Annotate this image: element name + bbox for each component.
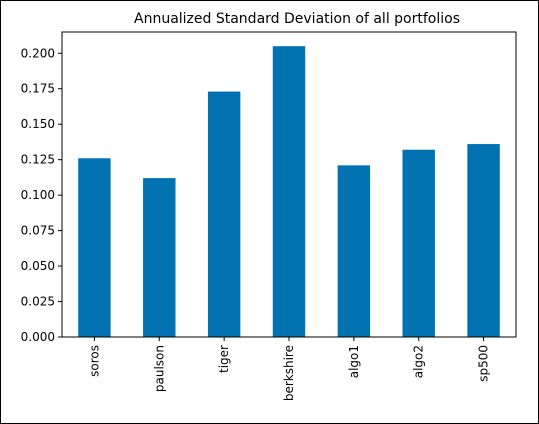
x-axis-ticks: soros paulson tiger berkshire algo1 algo2 sp50… bbox=[87, 337, 491, 401]
x-tick-label: tiger bbox=[217, 345, 231, 373]
y-tick-label: 0.200 bbox=[21, 46, 55, 60]
bar-sp500 bbox=[467, 144, 500, 337]
bar-algo2 bbox=[402, 149, 435, 337]
y-tick-label: 0.150 bbox=[21, 117, 55, 131]
bar-soros bbox=[78, 158, 111, 337]
x-tick-label: sp500 bbox=[477, 345, 491, 382]
y-tick-label: 0.175 bbox=[21, 82, 55, 96]
bar-tiger bbox=[207, 91, 241, 338]
y-tick-label: 0.100 bbox=[21, 188, 55, 202]
x-tick-label: soros bbox=[87, 345, 101, 377]
bar-berkshire bbox=[272, 46, 306, 338]
chart-title: Annualized Standard Deviation of all por… bbox=[134, 11, 460, 27]
y-tick-label: 0.000 bbox=[21, 330, 55, 344]
bars-group bbox=[78, 46, 500, 338]
y-tick-label: 0.125 bbox=[21, 153, 55, 167]
bar-algo1 bbox=[337, 165, 371, 337]
x-tick-label: algo1 bbox=[347, 345, 361, 378]
plot-area-border bbox=[61, 31, 517, 338]
x-tick-label: paulson bbox=[152, 345, 166, 392]
y-tick-label: 0.050 bbox=[21, 259, 55, 273]
bar-paulson bbox=[143, 178, 176, 337]
y-axis-ticks: 0.000 0.025 0.050 0.075 0.100 0.125 0.150 0.175… bbox=[21, 46, 62, 344]
y-tick-label: 0.025 bbox=[21, 295, 55, 309]
y-tick-label: 0.075 bbox=[21, 224, 55, 238]
x-tick-label: algo2 bbox=[412, 345, 426, 378]
x-tick-label: berkshire bbox=[282, 345, 296, 401]
